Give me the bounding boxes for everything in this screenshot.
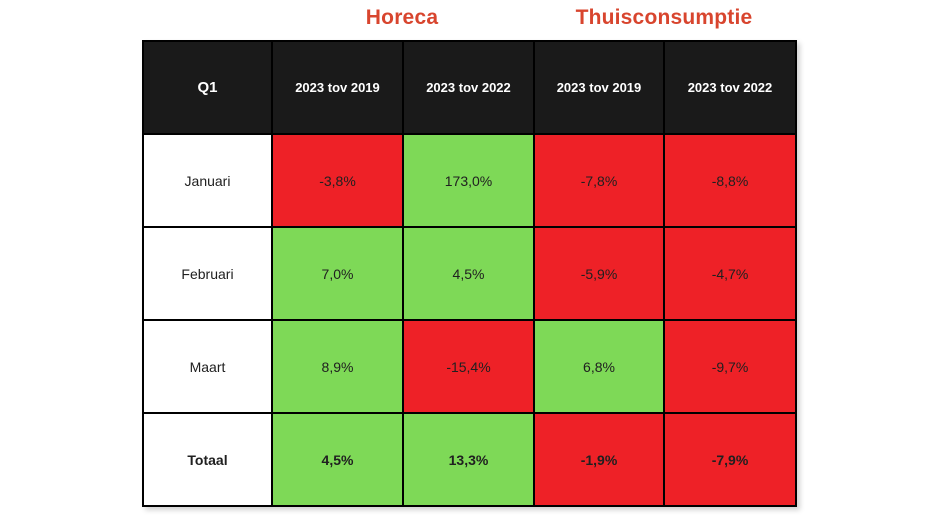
data-cell: 6,8% [533, 319, 665, 414]
data-cell: -5,9% [533, 226, 665, 321]
table-header: Q1 2023 tov 2019 2023 tov 2022 2023 tov … [142, 40, 797, 135]
row-label: Totaal [142, 412, 273, 507]
data-cell: -3,8% [271, 133, 404, 228]
data-cell: -9,7% [663, 319, 797, 414]
group-titles-row: Horeca Thuisconsumptie [142, 4, 795, 32]
header-cell-thuis-2022: 2023 tov 2022 [663, 40, 797, 135]
comparison-table: Q1 2023 tov 2019 2023 tov 2022 2023 tov … [142, 40, 797, 507]
data-cell: -1,9% [533, 412, 665, 507]
data-cell: -7,8% [533, 133, 665, 228]
table-row-totaal: Totaal 4,5% 13,3% -1,9% -7,9% [142, 412, 797, 507]
data-cell: -4,7% [663, 226, 797, 321]
data-cell: 173,0% [402, 133, 535, 228]
header-cell-q1: Q1 [142, 40, 273, 135]
data-cell: 7,0% [271, 226, 404, 321]
data-cell: 13,3% [402, 412, 535, 507]
row-label: Maart [142, 319, 273, 414]
table-body: Januari -3,8% 173,0% -7,8% -8,8% Februar… [142, 133, 797, 507]
data-cell: -7,9% [663, 412, 797, 507]
header-cell-horeca-2019: 2023 tov 2019 [271, 40, 404, 135]
group-title-thuisconsumptie: Thuisconsumptie [575, 6, 753, 29]
table-row-maart: Maart 8,9% -15,4% 6,8% -9,7% [142, 319, 797, 414]
row-label: Januari [142, 133, 273, 228]
group-title-horeca: Horeca [365, 6, 439, 29]
row-label: Februari [142, 226, 273, 321]
data-cell: 4,5% [271, 412, 404, 507]
data-cell: -8,8% [663, 133, 797, 228]
data-cell: -15,4% [402, 319, 535, 414]
header-cell-horeca-2022: 2023 tov 2022 [402, 40, 535, 135]
header-row: Q1 2023 tov 2019 2023 tov 2022 2023 tov … [142, 40, 797, 135]
table-row-januari: Januari -3,8% 173,0% -7,8% -8,8% [142, 133, 797, 228]
data-cell: 4,5% [402, 226, 535, 321]
data-cell: 8,9% [271, 319, 404, 414]
table-row-februari: Februari 7,0% 4,5% -5,9% -4,7% [142, 226, 797, 321]
header-cell-thuis-2019: 2023 tov 2019 [533, 40, 665, 135]
